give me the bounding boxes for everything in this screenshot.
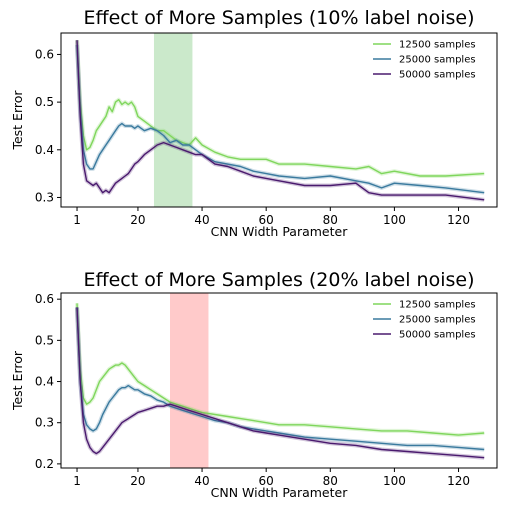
legend-label-3: 50000 samples — [399, 70, 476, 81]
legend-label-1: 12500 samples — [399, 40, 476, 51]
plot-frame — [60, 32, 498, 208]
plot-frame — [60, 292, 498, 469]
y-tick-label: 0.3 — [35, 190, 54, 204]
y-tick-label: 0.6 — [35, 47, 54, 61]
series-line-3 — [76, 307, 485, 459]
x-tick-label: 40 — [194, 213, 209, 227]
x-axis-label: CNN Width Parameter — [211, 224, 349, 239]
y-axis-label: Test Error — [10, 350, 25, 411]
legend: 12500 samples 25000 samples 50000 samples — [373, 300, 476, 341]
series-line-2 — [76, 44, 485, 194]
x-tick-label: 80 — [323, 474, 338, 488]
x-axis-label: CNN Width Parameter — [211, 485, 349, 500]
shaded-region — [153, 33, 193, 207]
x-tick-label: 80 — [323, 213, 338, 227]
chart-title: Effect of More Samples (10% label noise) — [83, 7, 474, 29]
y-tick-label: 0.4 — [35, 143, 54, 157]
series-line-3 — [76, 40, 485, 201]
chart-panel-1: Effect of More Samples (10% label noise)… — [10, 7, 498, 239]
x-tick-label: 40 — [194, 474, 209, 488]
x-tick-label: 100 — [383, 213, 406, 227]
y-tick-label: 0.2 — [35, 457, 54, 471]
legend-label-1: 12500 samples — [399, 300, 476, 311]
x-tick-label: 20 — [130, 474, 145, 488]
x-tick-label: 120 — [447, 213, 470, 227]
x-tick-label: 100 — [383, 474, 406, 488]
series-line-2 — [76, 307, 485, 451]
legend-label-2: 25000 samples — [399, 315, 476, 326]
legend-label-2: 25000 samples — [399, 55, 476, 66]
x-tick-label: 20 — [130, 213, 145, 227]
x-tick-label: 60 — [259, 474, 274, 488]
chart-panel-2: Effect of More Samples (20% label noise)… — [10, 269, 498, 500]
x-tick-label: 1 — [73, 213, 81, 227]
series-line-1 — [76, 303, 485, 436]
chart-title: Effect of More Samples (20% label noise) — [83, 269, 474, 291]
y-tick-label: 0.4 — [35, 375, 54, 389]
y-tick-label: 0.5 — [35, 333, 54, 347]
legend: 12500 samples 25000 samples 50000 samples — [373, 40, 476, 81]
y-tick-label: 0.5 — [35, 95, 54, 109]
y-tick-label: 0.6 — [35, 292, 54, 306]
x-tick-label: 1 — [73, 474, 81, 488]
x-tick-label: 120 — [447, 474, 470, 488]
y-axis-label: Test Error — [10, 90, 25, 151]
x-tick-label: 60 — [259, 213, 274, 227]
shaded-region — [170, 293, 209, 468]
legend-label-3: 50000 samples — [399, 330, 476, 341]
y-tick-label: 0.3 — [35, 416, 54, 430]
